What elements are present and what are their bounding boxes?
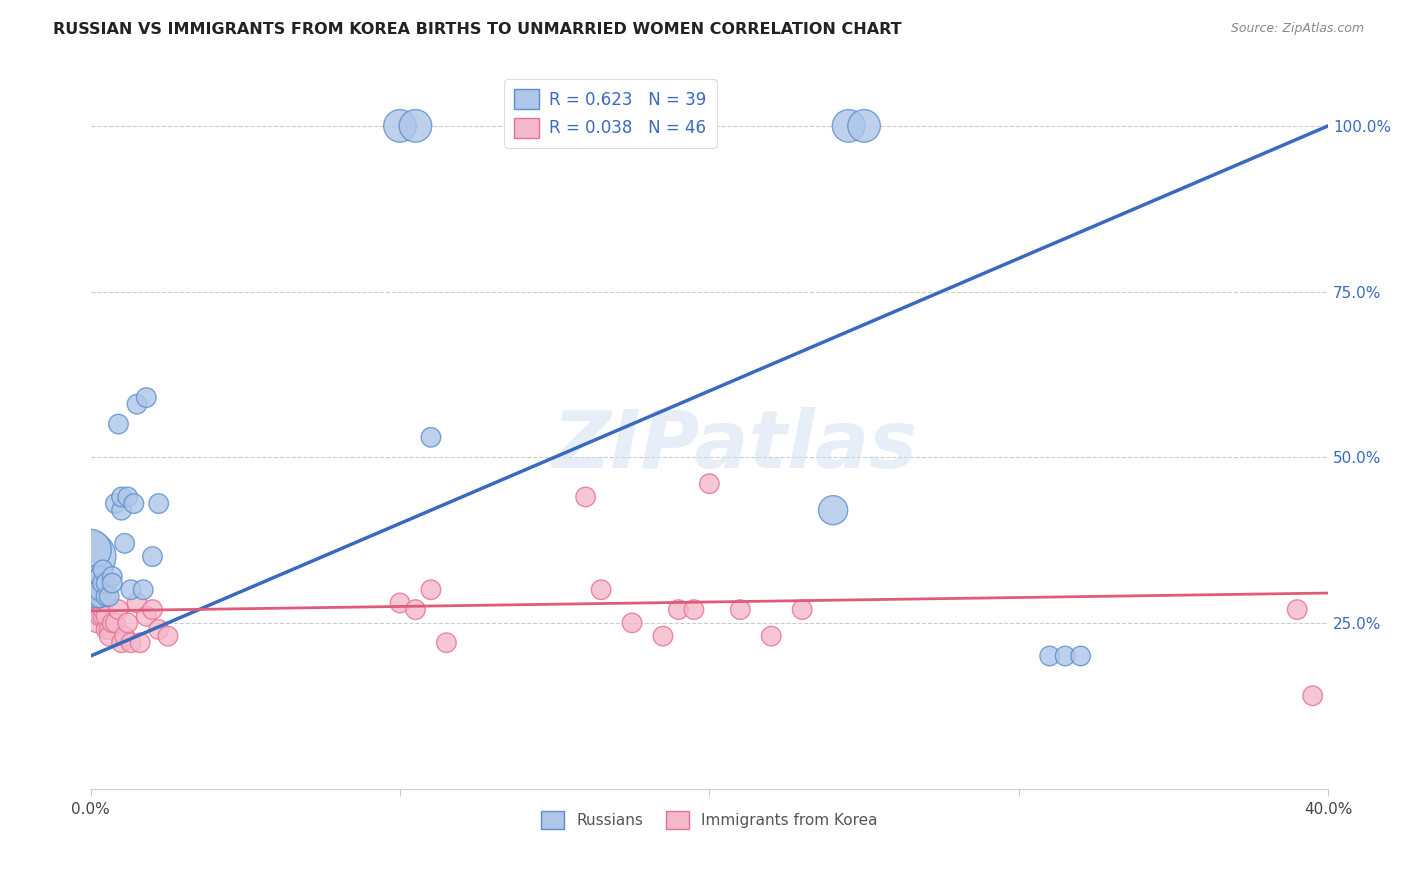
Point (120, 582, 142, 597)
Point (101, 576, 124, 591)
Point (91, 563, 114, 577)
Point (699, 476, 721, 491)
Point (114, 629, 136, 643)
Legend: Russians, Immigrants from Korea: Russians, Immigrants from Korea (534, 805, 884, 836)
Point (89, 602, 111, 616)
Point (86, 602, 108, 616)
Point (86, 590, 108, 604)
Point (117, 615, 139, 630)
Point (98, 629, 121, 643)
Point (1054, 648, 1077, 663)
Point (404, 119, 426, 133)
Point (132, 582, 155, 597)
Point (104, 497, 127, 511)
Point (110, 503, 132, 517)
Point (89, 596, 111, 610)
Point (91, 576, 114, 591)
Point (823, 503, 845, 517)
Point (135, 391, 157, 405)
Point (94, 609, 117, 624)
Point (156, 629, 179, 643)
Point (853, 119, 876, 133)
Point (89, 609, 111, 624)
Point (1070, 648, 1092, 663)
Point (419, 430, 441, 444)
Point (120, 636, 142, 650)
Text: RUSSIAN VS IMMIGRANTS FROM KOREA BIRTHS TO UNMARRIED WOMEN CORRELATION CHART: RUSSIAN VS IMMIGRANTS FROM KOREA BIRTHS … (53, 22, 903, 37)
Point (83, 596, 105, 610)
Point (89, 569, 111, 583)
Point (83, 602, 105, 616)
Point (125, 397, 148, 411)
Point (83, 582, 105, 597)
Point (98, 623, 121, 637)
Point (89, 590, 111, 604)
Point (83, 590, 105, 604)
Point (101, 569, 124, 583)
Text: ZIPatlas: ZIPatlas (551, 407, 917, 485)
Point (104, 615, 127, 630)
Point (91, 609, 114, 624)
Point (148, 623, 170, 637)
Point (668, 602, 690, 616)
Point (86, 569, 108, 583)
Point (86, 615, 108, 630)
Point (110, 636, 132, 650)
Point (117, 490, 139, 504)
Point (83, 576, 105, 591)
Point (114, 536, 136, 550)
Point (419, 582, 441, 597)
Point (98, 590, 121, 604)
Point (434, 636, 457, 650)
Point (141, 549, 163, 564)
Point (730, 602, 752, 616)
Point (89, 582, 111, 597)
Text: Source: ZipAtlas.com: Source: ZipAtlas.com (1230, 22, 1364, 36)
Point (79, 590, 101, 604)
Point (148, 497, 170, 511)
Point (838, 119, 860, 133)
Point (792, 602, 814, 616)
Point (125, 596, 148, 610)
Point (1039, 648, 1062, 663)
Point (79, 543, 101, 558)
Point (141, 602, 163, 616)
Point (94, 623, 117, 637)
Point (135, 609, 157, 624)
Point (388, 119, 411, 133)
Point (94, 576, 117, 591)
Point (91, 602, 114, 616)
Point (683, 602, 706, 616)
Point (79, 549, 101, 564)
Point (1286, 602, 1309, 616)
Point (122, 497, 145, 511)
Point (107, 417, 129, 431)
Point (1302, 689, 1324, 703)
Point (652, 629, 675, 643)
Point (107, 602, 129, 616)
Point (591, 582, 613, 597)
Point (79, 582, 101, 597)
Point (110, 490, 132, 504)
Point (94, 590, 117, 604)
Point (86, 596, 108, 610)
Point (388, 596, 411, 610)
Point (101, 615, 124, 630)
Point (404, 602, 426, 616)
Point (621, 615, 644, 630)
Point (575, 490, 598, 504)
Point (761, 629, 783, 643)
Point (129, 636, 152, 650)
Point (86, 582, 108, 597)
